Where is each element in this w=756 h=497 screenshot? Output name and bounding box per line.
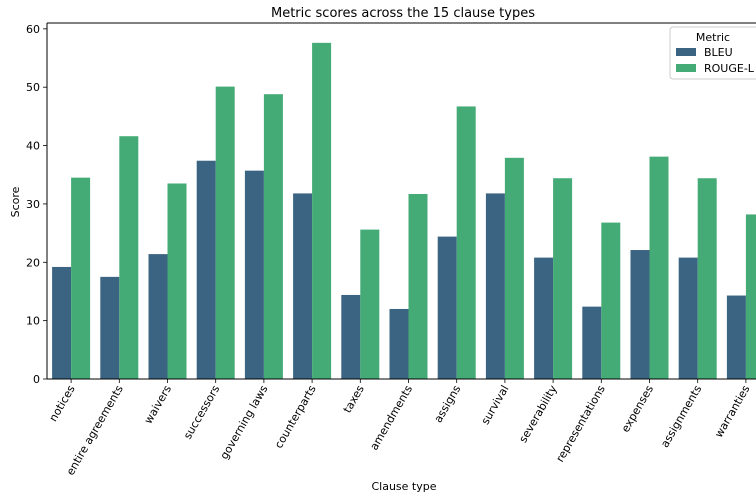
y-tick-label: 20 [26, 256, 40, 269]
bar-bleu-0 [52, 266, 72, 379]
bar-bleu-13 [678, 257, 698, 379]
x-tick-label: taxes [341, 383, 367, 415]
bar-bleu-2 [148, 254, 168, 379]
bar-rouge-l-4 [263, 94, 283, 379]
y-tick-label: 40 [26, 140, 40, 153]
legend-label-rouge-l: ROUGE-L [704, 62, 755, 75]
bar-rouge-l-12 [649, 156, 669, 379]
y-axis-label: Score [9, 186, 22, 217]
bar-bleu-3 [196, 160, 216, 379]
bar-bleu-12 [630, 250, 650, 379]
x-tick-label: severability [516, 383, 560, 445]
plot-area [47, 22, 756, 380]
legend: Metric BLEU ROUGE-L [669, 26, 756, 80]
bar-bleu-11 [582, 306, 602, 379]
x-tick-label: waivers [142, 383, 175, 426]
bar-rouge-l-10 [553, 178, 573, 379]
x-tick-label: amendments [367, 383, 415, 453]
bar-rouge-l-7 [408, 193, 428, 379]
legend-label-bleu: BLEU [704, 46, 733, 59]
x-tick-label: notices [47, 383, 78, 424]
bar-rouge-l-3 [215, 86, 235, 380]
x-tick-label: successors [181, 383, 222, 442]
chart-title: Metric scores across the 15 clause types [271, 6, 535, 21]
bar-bleu-1 [100, 276, 120, 379]
bar-rouge-l-2 [167, 183, 187, 379]
legend-swatch-rouge-l [676, 64, 696, 72]
x-axis-label: Clause type [371, 480, 436, 493]
y-tick-label: 0 [33, 373, 40, 386]
bar-rouge-l-11 [601, 222, 621, 379]
y-tick-label: 30 [26, 198, 40, 211]
bar-rouge-l-13 [697, 178, 717, 379]
legend-swatch-bleu [676, 48, 696, 56]
bar-bleu-7 [389, 308, 409, 379]
x-tick-label: assignments [658, 383, 704, 450]
x-tick-label: counterparts [272, 383, 319, 451]
bar-rouge-l-6 [360, 229, 380, 379]
x-tick-label: warranties [712, 383, 752, 440]
bar-bleu-10 [534, 257, 554, 379]
bar-rouge-l-9 [504, 157, 524, 379]
x-tick-label: governing laws [218, 383, 271, 462]
bar-rouge-l-8 [456, 106, 476, 379]
y-tick-label: 10 [26, 315, 40, 328]
bar-bleu-5 [293, 193, 313, 379]
bar-bleu-6 [341, 294, 361, 379]
y-tick-label: 50 [26, 81, 40, 94]
x-tick-label: expenses [619, 383, 656, 435]
bar-bleu-9 [485, 193, 505, 379]
legend-title: Metric [696, 31, 730, 44]
bar-rouge-l-14 [745, 214, 756, 379]
bar-bleu-8 [437, 236, 457, 379]
y-axis: 0 10 20 30 40 50 60 [26, 23, 48, 386]
bar-bleu-14 [726, 295, 746, 379]
x-tick-label: survival [479, 383, 512, 427]
bar-rouge-l-1 [119, 136, 139, 379]
x-tick-label: assigns [432, 383, 464, 425]
bar-rouge-l-0 [71, 177, 91, 379]
y-tick-label: 60 [26, 23, 40, 36]
bar-bleu-4 [244, 170, 264, 379]
x-tick-label: representations [553, 383, 608, 465]
bar-rouge-l-5 [312, 42, 332, 380]
